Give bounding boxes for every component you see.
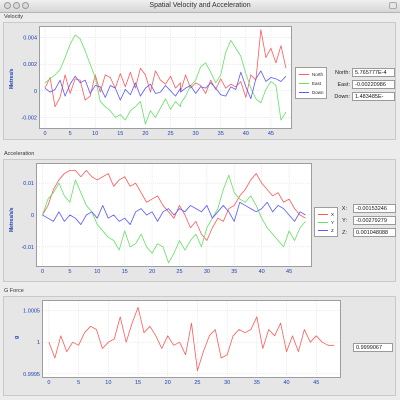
acceleration-panel: Metres/s/s 0 5 10 15 20 25 30 35 40 45 -0.01 0 0.01 … bbox=[3, 159, 396, 282]
x-label: X: bbox=[341, 206, 347, 212]
legend-item-z: Z bbox=[318, 227, 334, 234]
legend-label: Y bbox=[331, 220, 335, 225]
legend-item-east: East bbox=[299, 80, 321, 87]
acceleration-chart: 0 5 10 15 20 25 30 35 40 45 -0.01 0 0.01 bbox=[21, 164, 311, 275]
legend-item-down: Down bbox=[299, 89, 324, 96]
legend-item-y: Y bbox=[318, 219, 334, 226]
velocity-series-east bbox=[44, 34, 287, 125]
gforce-panel: g 0 5 10 15 20 25 30 35 40 45 0.9995 1 1.0005 bbox=[3, 296, 396, 396]
legend-label: Down bbox=[312, 90, 324, 95]
east-value-field[interactable] bbox=[352, 80, 395, 89]
velocity-section-label: Velocity bbox=[4, 14, 23, 20]
gforce-x-tick-label: 20 bbox=[165, 380, 171, 386]
velocity-x-tick-label: 40 bbox=[243, 131, 249, 137]
window-title: Spatial Velocity and Acceleration bbox=[149, 2, 251, 9]
velocity-x-tick-label: 15 bbox=[117, 131, 123, 137]
down-value-field[interactable] bbox=[352, 92, 395, 101]
legend-swatch bbox=[318, 230, 328, 231]
gforce-y-tick-label: 0.9995 bbox=[23, 372, 40, 378]
velocity-x-tick-label: 0 bbox=[43, 131, 46, 137]
x-value-field[interactable] bbox=[353, 204, 396, 213]
velocity-plot-area bbox=[39, 26, 292, 129]
velocity-series-down bbox=[44, 70, 287, 101]
legend-swatch bbox=[318, 214, 328, 215]
gforce-series-g bbox=[48, 306, 335, 372]
north-value-field[interactable] bbox=[352, 68, 395, 77]
legend-label: North bbox=[312, 72, 324, 77]
velocity-x-tick-label: 10 bbox=[92, 131, 98, 137]
legend-swatch bbox=[318, 222, 328, 223]
gforce-value-field[interactable] bbox=[353, 343, 393, 352]
acceleration-series-y bbox=[42, 174, 306, 264]
acceleration-legend: X Y Z bbox=[314, 207, 338, 237]
gforce-x-tick-label: 30 bbox=[224, 380, 230, 386]
gforce-x-tick-label: 0 bbox=[47, 380, 50, 386]
acceleration-x-tick-label: 35 bbox=[231, 269, 237, 275]
velocity-chart: 0 5 10 15 20 25 30 35 40 45 -0.002 0 0.002 0.004 bbox=[21, 27, 291, 137]
z-label: Z: bbox=[342, 230, 347, 236]
gforce-x-tick-label: 5 bbox=[77, 380, 80, 386]
acceleration-section-label: Acceleration bbox=[4, 151, 35, 157]
gforce-section-label: G Force bbox=[4, 288, 24, 294]
acceleration-x-tick-label: 5 bbox=[68, 269, 71, 275]
close-window-button[interactable] bbox=[4, 2, 11, 9]
toolbar-toggle-button[interactable] bbox=[389, 2, 397, 9]
acceleration-x-tick-label: 10 bbox=[94, 269, 100, 275]
title-bar: Spatial Velocity and Acceleration bbox=[0, 0, 400, 13]
gforce-x-tick-label: 35 bbox=[254, 380, 260, 386]
legend-label: East bbox=[312, 81, 322, 86]
down-label: Down: bbox=[334, 94, 350, 100]
acceleration-x-tick-label: 40 bbox=[259, 269, 265, 275]
acceleration-x-tick-label: 0 bbox=[41, 269, 44, 275]
gforce-x-tick-label: 25 bbox=[194, 380, 200, 386]
velocity-y-tick-label: 0.002 bbox=[23, 62, 37, 68]
acceleration-series-x bbox=[42, 169, 306, 241]
zoom-window-button[interactable] bbox=[22, 2, 29, 9]
east-label: East: bbox=[337, 82, 350, 88]
legend-item-x: X bbox=[318, 211, 334, 218]
velocity-panel: Metres/s 0 5 10 15 20 25 30 35 40 45 -0.002 0 0.002 0… bbox=[3, 22, 396, 140]
acceleration-y-tick-label: 0 bbox=[31, 213, 34, 219]
velocity-y-tick-label: -0.002 bbox=[21, 115, 37, 121]
legend-swatch bbox=[299, 92, 309, 93]
velocity-x-tick-label: 20 bbox=[142, 131, 148, 137]
legend-swatch bbox=[299, 83, 309, 84]
gforce-chart: 0 5 10 15 20 25 30 35 40 45 0.9995 1 1.0005 bbox=[23, 301, 340, 386]
acceleration-x-tick-label: 15 bbox=[122, 269, 128, 275]
acceleration-x-tick-label: 25 bbox=[176, 269, 182, 275]
acceleration-x-tick-label: 45 bbox=[286, 269, 292, 275]
north-label: North: bbox=[335, 70, 350, 76]
y-value-field[interactable] bbox=[353, 216, 396, 225]
acceleration-x-tick-label: 20 bbox=[149, 269, 155, 275]
velocity-x-tick-label: 35 bbox=[218, 131, 224, 137]
velocity-legend: North East Down bbox=[295, 67, 327, 99]
gforce-y-tick-label: 1 bbox=[37, 340, 40, 346]
gforce-x-tick-label: 40 bbox=[283, 380, 289, 386]
velocity-x-tick-label: 25 bbox=[167, 131, 173, 137]
gforce-y-tick-label: 1.0005 bbox=[23, 309, 40, 315]
velocity-y-tick-label: 0 bbox=[34, 89, 37, 95]
velocity-y-tick-label: 0.004 bbox=[23, 36, 37, 42]
legend-swatch bbox=[299, 74, 309, 75]
legend-label: X bbox=[331, 212, 335, 217]
velocity-x-tick-label: 30 bbox=[193, 131, 199, 137]
minimize-window-button[interactable] bbox=[13, 2, 20, 9]
acceleration-y-tick-label: -0.01 bbox=[21, 245, 34, 251]
acceleration-series-z bbox=[42, 201, 306, 225]
gforce-x-tick-label: 15 bbox=[135, 380, 141, 386]
velocity-x-tick-label: 5 bbox=[69, 131, 72, 137]
acceleration-y-tick-label: 0.01 bbox=[23, 181, 34, 187]
velocity-x-tick-label: 45 bbox=[268, 131, 274, 137]
velocity-series-north bbox=[44, 29, 287, 108]
acceleration-x-tick-label: 30 bbox=[204, 269, 210, 275]
gforce-x-tick-label: 10 bbox=[105, 380, 111, 386]
legend-label: Z bbox=[331, 228, 334, 233]
z-value-field[interactable] bbox=[353, 228, 396, 237]
gforce-x-tick-label: 45 bbox=[313, 380, 319, 386]
y-label: Y: bbox=[342, 218, 347, 224]
legend-item-north: North bbox=[299, 71, 323, 78]
